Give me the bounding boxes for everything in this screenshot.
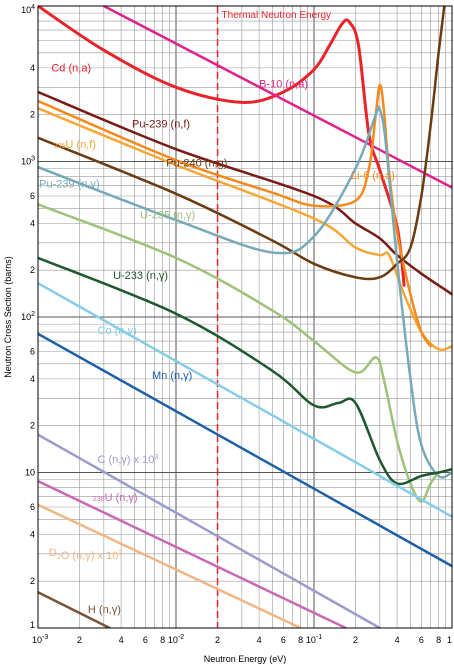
y-tick-label: 103 [21,156,35,167]
series-line [38,479,348,628]
y-tick-label: 2 [30,576,35,586]
x-tick-label: 10-1 [306,634,322,645]
series-line [38,203,440,503]
x-tick-label: 8 [436,635,441,645]
y-axis-title: Neutron Cross Section (barns) [3,256,13,378]
series-label: Li-6 (n,a) [351,170,395,182]
x-tick-label: 8 [298,635,303,645]
series-line [38,107,452,352]
x-tick-label: 10-3 [32,634,48,645]
series-label: U-235 (n,γ) [140,209,195,221]
series-label: Co (n,γ) [98,325,137,337]
series-line [38,281,452,518]
x-tick-label: 6 [281,635,286,645]
series-label: Pu-239 (n,f) [132,119,190,131]
series-label: 238U (n,γ) [93,492,138,504]
series-group [38,6,452,628]
x-tick-label: 2 [353,635,358,645]
series-line [38,590,111,628]
series-label: 235U (n,f) [54,139,96,151]
x-tick-label: 6 [143,635,148,645]
series-line [38,433,382,628]
series-line [38,332,452,568]
y-tick-label: 104 [21,4,35,15]
y-tick-label: 6 [30,346,35,356]
x-tick-label: 8 [160,635,165,645]
series-label: Mn (n,γ) [152,370,192,382]
x-tick-label: 2 [77,635,82,645]
series-label: H (n,γ) [88,604,121,616]
y-tick-label: 6 [30,191,35,201]
thermal-energy-label: Thermal Neutron Energy [222,10,332,21]
series-line [38,6,406,287]
tick-labels: 10-3 2 4 6 8 10-2 2 4 6 8 10-1 2 4 6 8 1104421036421026… [21,4,452,645]
series-line [38,90,452,296]
y-tick-label: 4 [30,374,35,384]
series-label: Pu-239 (n,γ) [39,179,100,191]
x-tick-label: 4 [395,635,400,645]
x-tick-label: 2 [215,635,220,645]
x-tick-label: 4 [119,635,124,645]
series-label: Cd (n,a) [51,62,91,74]
series-label: C (n,γ) x 103 [98,454,159,466]
series-label: B-10 (n,a) [259,78,308,90]
x-axis-title: Neutron Energy (eV) [204,654,287,664]
series-line [38,503,302,628]
y-tick-label: 4 [30,63,35,73]
series-line [38,256,452,486]
plot-frame [37,5,453,629]
series-labels: Cd (n,a) B-10 (n,a) Pu-239 (n,f) 235U (n,f)… [39,62,395,616]
series-line [38,105,452,479]
y-tick-label: 102 [21,311,35,322]
y-tick-label: 2 [30,110,35,120]
x-tick-label: 4 [257,635,262,645]
thermal-line-group: Thermal Neutron Energy [216,6,332,628]
y-tick-label: 1 [30,620,35,630]
y-tick-label: 6 [30,502,35,512]
series-line [38,6,446,281]
x-tick-label: 6 [419,635,424,645]
y-tick-label: 2 [30,265,35,275]
series-label: U-233 (n,γ) [113,270,168,282]
series-label: Pu-240 (n,g) [166,157,227,169]
y-tick-label: 4 [30,529,35,539]
series-line [102,6,452,189]
y-tick-label: 2 [30,421,35,431]
x-tick-label: 10-2 [168,634,184,645]
series-label: D2O (n,γ) x 103 [49,547,122,562]
y-tick-label: 4 [30,218,35,228]
y-tick-label: 10 [25,468,35,478]
x-tick-label: 1 [447,635,452,645]
